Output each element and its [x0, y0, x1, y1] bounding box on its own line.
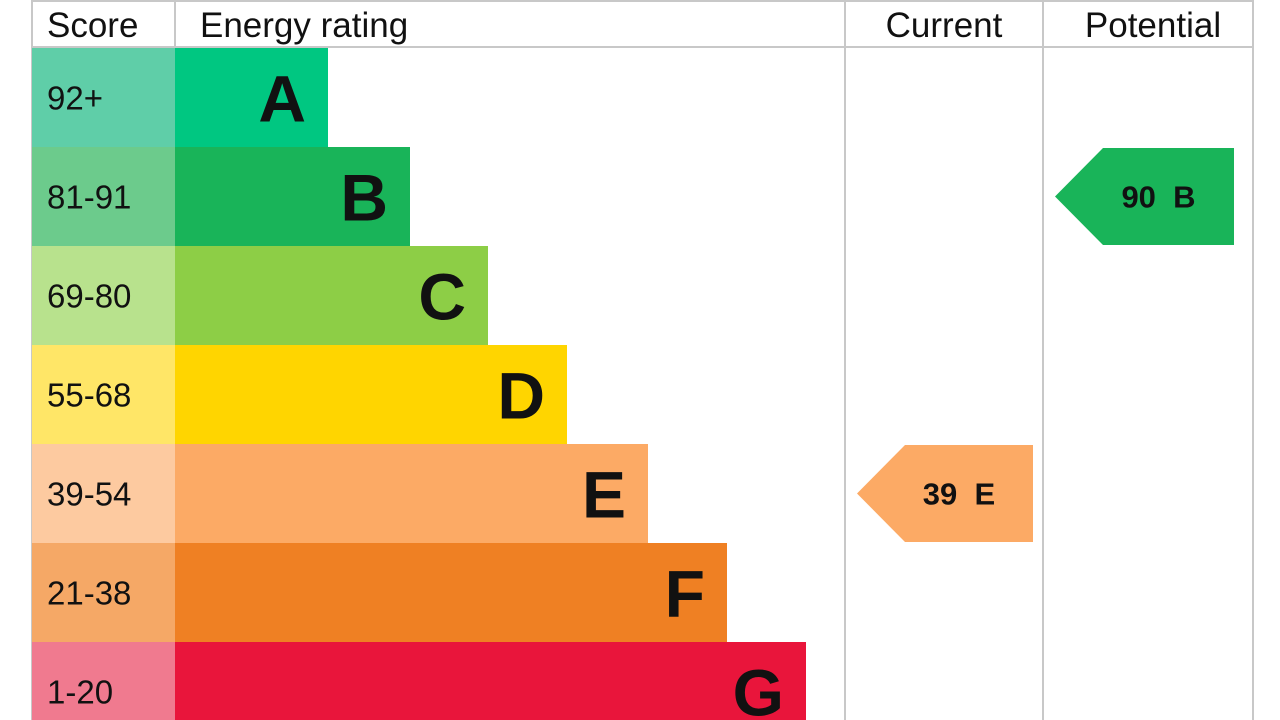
score-cell [32, 345, 175, 444]
score-range-label: 81-91 [47, 179, 131, 216]
band-bar [175, 543, 727, 642]
band-letter: D [497, 359, 545, 433]
band-letter: F [665, 557, 705, 631]
band-row-g: 1-20 G [32, 642, 806, 720]
band-bar [175, 48, 328, 147]
score-range-label: 1-20 [47, 674, 113, 711]
score-cell [32, 642, 175, 720]
current-rating-tag: 39 E [857, 445, 1033, 542]
score-range-label: 39-54 [47, 476, 131, 513]
header-score: Score [47, 6, 138, 45]
score-range-label: 21-38 [47, 575, 131, 612]
potential-rating-tag-label: 90 B [1121, 180, 1195, 215]
band-bar [175, 246, 488, 345]
current-rating-tag-arrow [857, 445, 1033, 542]
band-letter: E [582, 458, 626, 532]
band-row-d: 55-68 D [32, 345, 567, 444]
header-current: Current [886, 6, 1003, 45]
band-row-b: 81-91 B [32, 147, 410, 246]
potential-rating-tag-arrow [1055, 148, 1234, 245]
rating-bands: 92+ A 81-91 B 69-80 C 55-68 D 39-54 E 21-38 F 1-20 G [32, 48, 806, 720]
band-bar [175, 147, 410, 246]
band-letter: A [258, 62, 306, 136]
score-range-label: 55-68 [47, 377, 131, 414]
band-letter: B [340, 161, 388, 235]
band-bar [175, 642, 806, 720]
current-rating-tag-label: 39 E [923, 477, 995, 512]
score-range-label: 69-80 [47, 278, 131, 315]
header-potential: Potential [1085, 6, 1221, 45]
score-cell [32, 543, 175, 642]
band-row-e: 39-54 E [32, 444, 648, 543]
band-row-c: 69-80 C [32, 246, 488, 345]
score-cell [32, 147, 175, 246]
band-bar [175, 444, 648, 543]
band-bar [175, 345, 567, 444]
header-energy-rating: Energy rating [200, 6, 408, 45]
potential-rating-tag: 90 B [1055, 148, 1234, 245]
rating-tags: 39 E 90 B [857, 148, 1234, 542]
score-cell [32, 246, 175, 345]
score-cell [32, 48, 175, 147]
band-row-a: 92+ A [32, 48, 328, 147]
band-row-f: 21-38 F [32, 543, 727, 642]
band-letter: G [733, 656, 784, 720]
score-range-label: 92+ [47, 80, 103, 117]
score-cell [32, 444, 175, 543]
band-letter: C [418, 260, 466, 334]
